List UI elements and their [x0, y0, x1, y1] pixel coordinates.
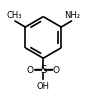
Text: NH₂: NH₂: [64, 11, 80, 20]
Text: O: O: [27, 66, 34, 75]
Text: CH₃: CH₃: [7, 11, 22, 20]
Text: O: O: [53, 66, 60, 75]
Text: OH: OH: [37, 82, 50, 91]
Text: S: S: [40, 65, 47, 75]
